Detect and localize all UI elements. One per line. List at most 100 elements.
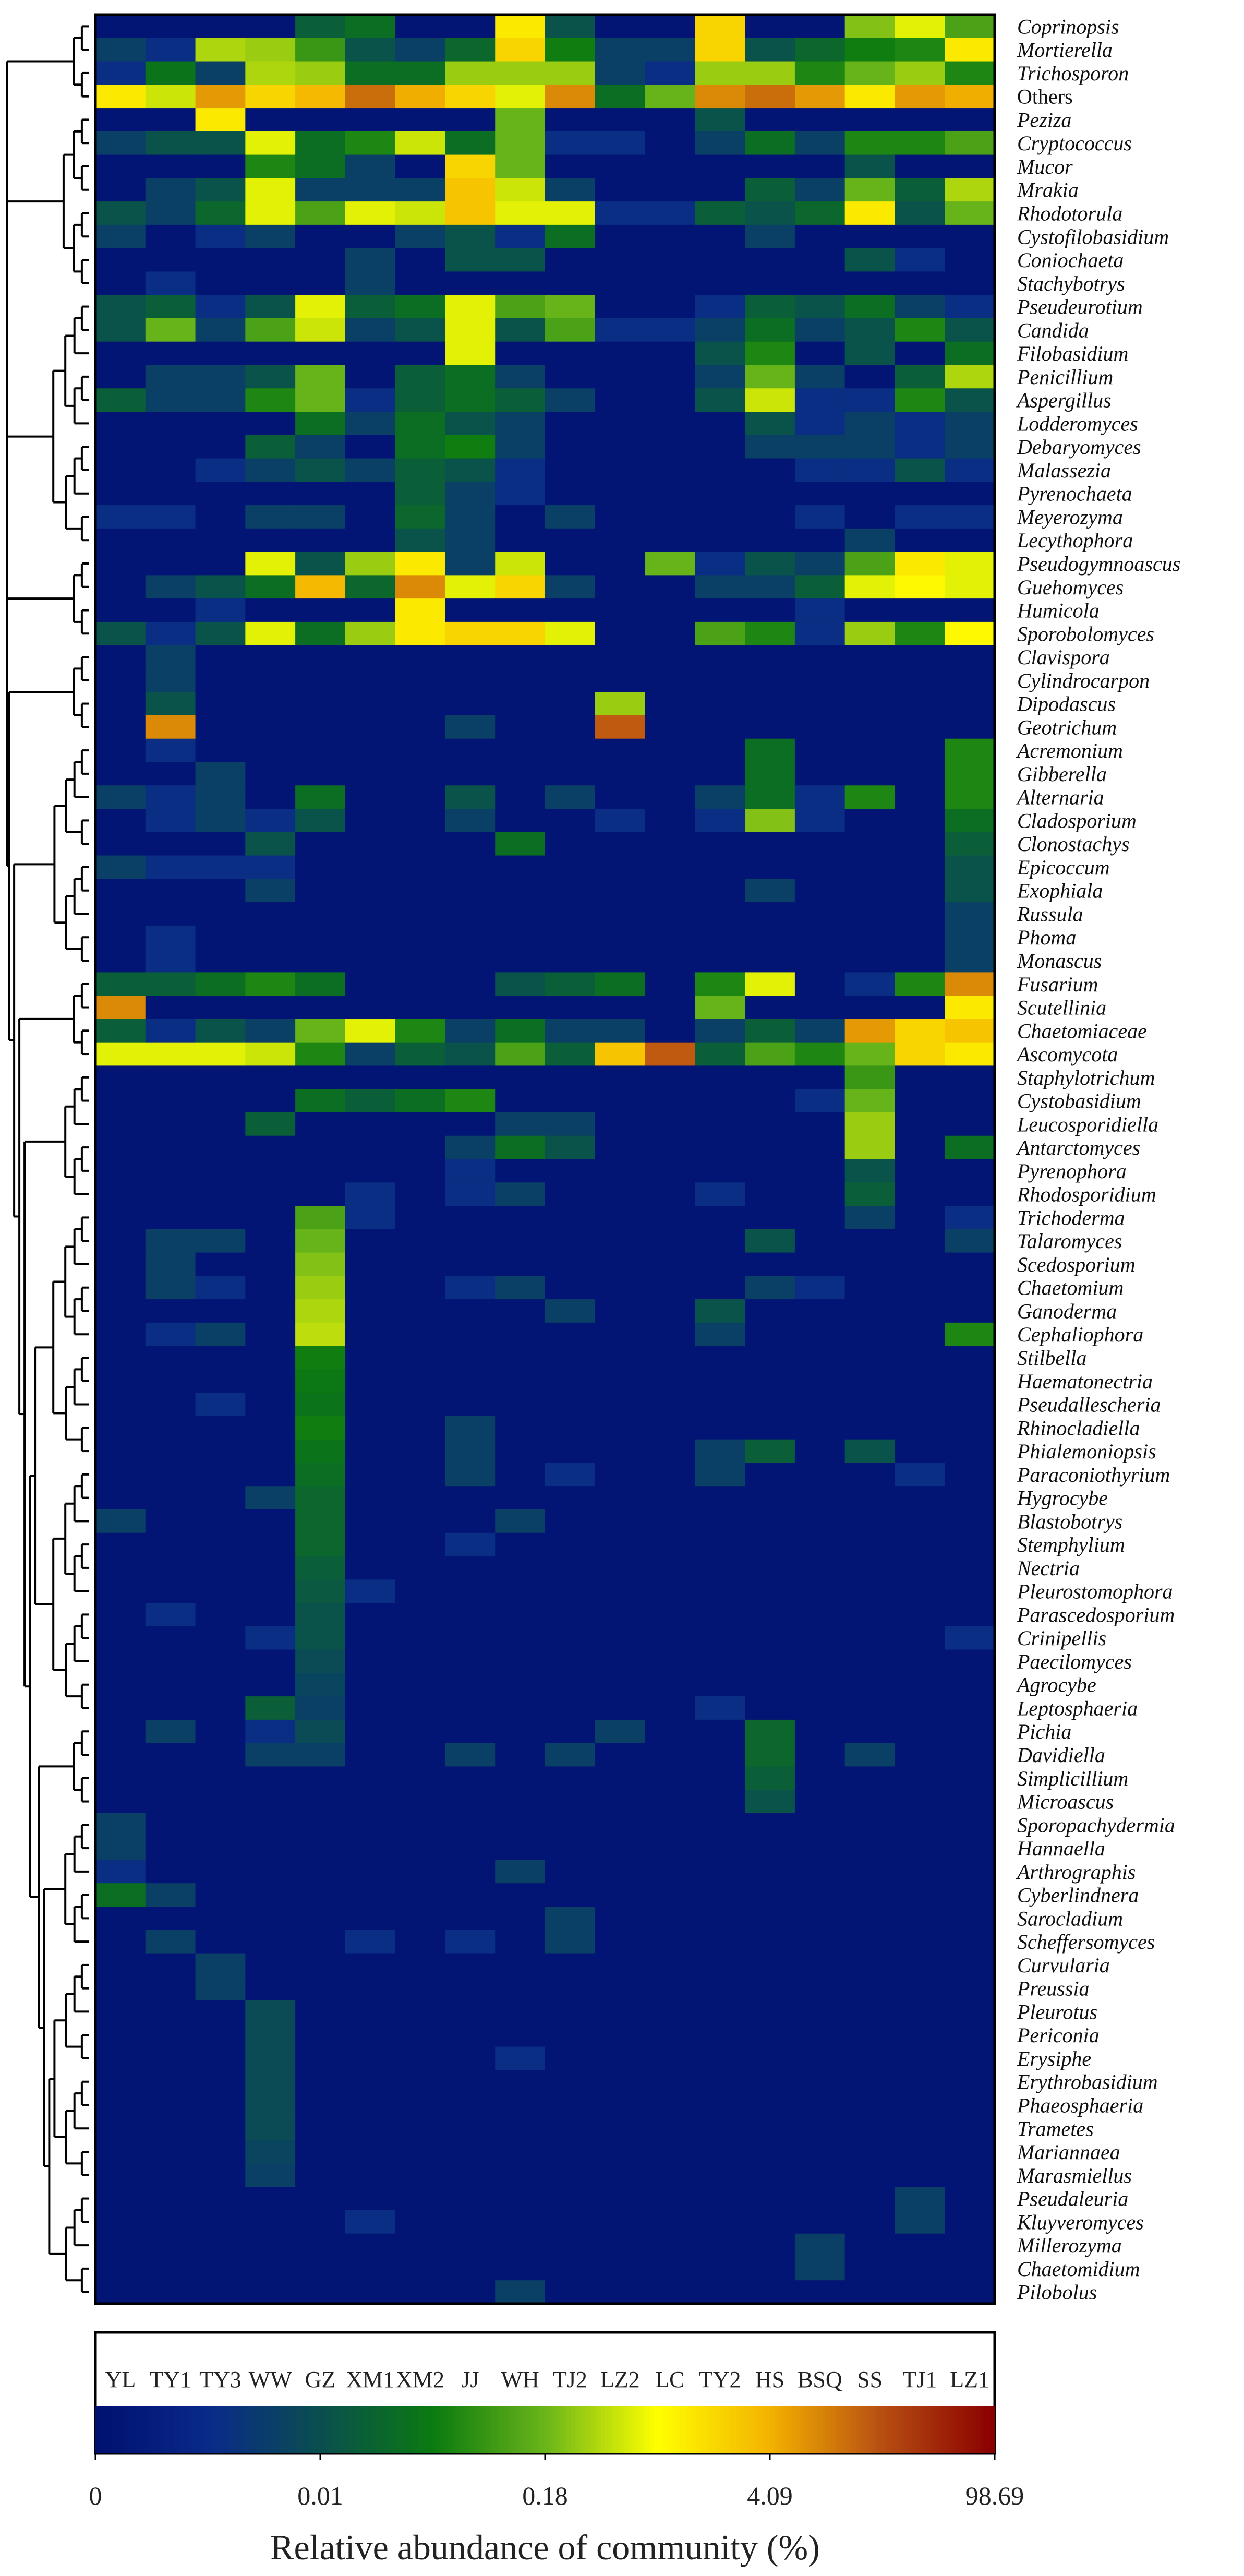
colorbar-segment — [927, 2406, 932, 2453]
heatmap-cell — [595, 108, 646, 132]
colorbar-segment — [837, 2406, 842, 2453]
heatmap-cell — [844, 1252, 896, 1276]
heatmap-cell — [495, 598, 546, 622]
heatmap-cell — [645, 1766, 695, 1790]
colorbar-segment — [811, 2406, 815, 2453]
heatmap-cell — [345, 85, 396, 109]
heatmap-cell — [794, 972, 846, 996]
heatmap-cell — [595, 1463, 646, 1487]
colorbar-segment — [466, 2406, 471, 2453]
heatmap-cell — [195, 949, 246, 973]
heatmap-cell — [245, 1883, 296, 1907]
colorbar-segment — [301, 2406, 306, 2453]
colorbar-segment — [245, 2406, 250, 2453]
heatmap-cell — [695, 996, 745, 1020]
heatmap-cell — [245, 1112, 296, 1136]
colorbar-segment — [829, 2406, 834, 2453]
heatmap-cell — [895, 1836, 945, 1861]
heatmap-cell — [295, 1556, 346, 1580]
heatmap-cell — [445, 692, 496, 716]
heatmap-cell — [945, 902, 995, 926]
heatmap-cell — [945, 2163, 995, 2187]
heatmap-cell — [95, 412, 146, 436]
heatmap-cell — [395, 1206, 446, 1230]
heatmap-cell — [145, 1206, 196, 1230]
row-label: Hannaella — [1017, 1837, 1105, 1860]
heatmap-cell — [895, 1766, 945, 1790]
colorbar-segment — [155, 2406, 160, 2453]
heatmap-cell — [245, 2210, 296, 2234]
heatmap-cell — [945, 108, 995, 132]
heatmap-cell — [844, 271, 896, 295]
heatmap-cell — [794, 1579, 846, 1603]
heatmap-cell — [245, 2187, 296, 2211]
row-label: Pilobolus — [1017, 2281, 1097, 2304]
colorbar-segment — [796, 2406, 801, 2453]
heatmap-cell — [844, 1603, 896, 1627]
colorbar-segment — [534, 2406, 538, 2453]
heatmap-cell — [245, 809, 296, 833]
heatmap-cell — [695, 1416, 745, 1440]
heatmap-cell — [345, 621, 396, 646]
heatmap-cell — [245, 201, 296, 225]
heatmap-cell — [645, 1556, 695, 1580]
heatmap-cell — [195, 2280, 246, 2304]
heatmap-cell — [695, 575, 745, 599]
heatmap-cell — [145, 1976, 196, 2000]
heatmap-cell — [245, 108, 296, 132]
heatmap-cell — [395, 1930, 446, 1954]
heatmap-cell — [245, 1393, 296, 1417]
heatmap-cell — [245, 1813, 296, 1837]
heatmap-cell — [395, 1322, 446, 1347]
heatmap-cell — [395, 832, 446, 856]
heatmap-cell — [844, 528, 896, 553]
sample-label: XM1 — [346, 2367, 394, 2392]
colorbar-segment — [800, 2406, 804, 2453]
heatmap-cell — [794, 2116, 846, 2141]
heatmap-cell — [395, 1252, 446, 1276]
heatmap-cell — [895, 668, 945, 692]
heatmap-cell — [195, 1229, 246, 1253]
heatmap-cell — [495, 832, 546, 856]
colorbar-segment — [669, 2406, 673, 2453]
row-label: Sporobolomyces — [1017, 622, 1154, 645]
heatmap-cell — [95, 1065, 146, 1089]
heatmap-cell — [445, 38, 496, 62]
colorbar-segment — [728, 2406, 733, 2453]
colorbar-segment — [264, 2406, 269, 2453]
heatmap-cell — [794, 1276, 846, 1300]
heatmap-cell — [195, 1089, 246, 1113]
heatmap-cell — [745, 2163, 795, 2187]
heatmap-cell — [945, 1065, 995, 1089]
heatmap-cell — [95, 832, 146, 856]
heatmap-cell — [95, 1790, 146, 1814]
heatmap-cell — [345, 1089, 396, 1113]
row-label: Guehomyces — [1017, 576, 1124, 599]
heatmap-cell — [95, 762, 146, 786]
heatmap-cell — [745, 248, 795, 272]
row-label: Cystofilobasidium — [1017, 225, 1169, 248]
heatmap-cell — [794, 1112, 846, 1136]
heatmap-cell — [745, 1182, 795, 1206]
heatmap-cell — [445, 1159, 496, 1183]
heatmap-cell — [545, 762, 596, 786]
heatmap-cell — [595, 388, 646, 412]
heatmap-cell — [645, 1159, 695, 1183]
heatmap-cell — [495, 1556, 546, 1580]
heatmap-cell — [645, 2023, 695, 2047]
heatmap-cell — [844, 2210, 896, 2234]
heatmap-cell — [844, 1206, 896, 1230]
heatmap-cell — [695, 1883, 745, 1907]
heatmap-cell — [245, 1603, 296, 1627]
heatmap-cell — [445, 715, 496, 739]
heatmap-cell — [545, 925, 596, 950]
heatmap-cell — [445, 785, 496, 809]
heatmap-cell — [245, 645, 296, 669]
heatmap-cell — [95, 1182, 146, 1206]
heatmap-cell — [145, 435, 196, 459]
heatmap-cell — [445, 552, 496, 576]
heatmap-cell — [95, 925, 146, 950]
heatmap-cell — [545, 2140, 596, 2164]
heatmap-cell — [295, 2000, 346, 2024]
heatmap-cell — [595, 1790, 646, 1814]
